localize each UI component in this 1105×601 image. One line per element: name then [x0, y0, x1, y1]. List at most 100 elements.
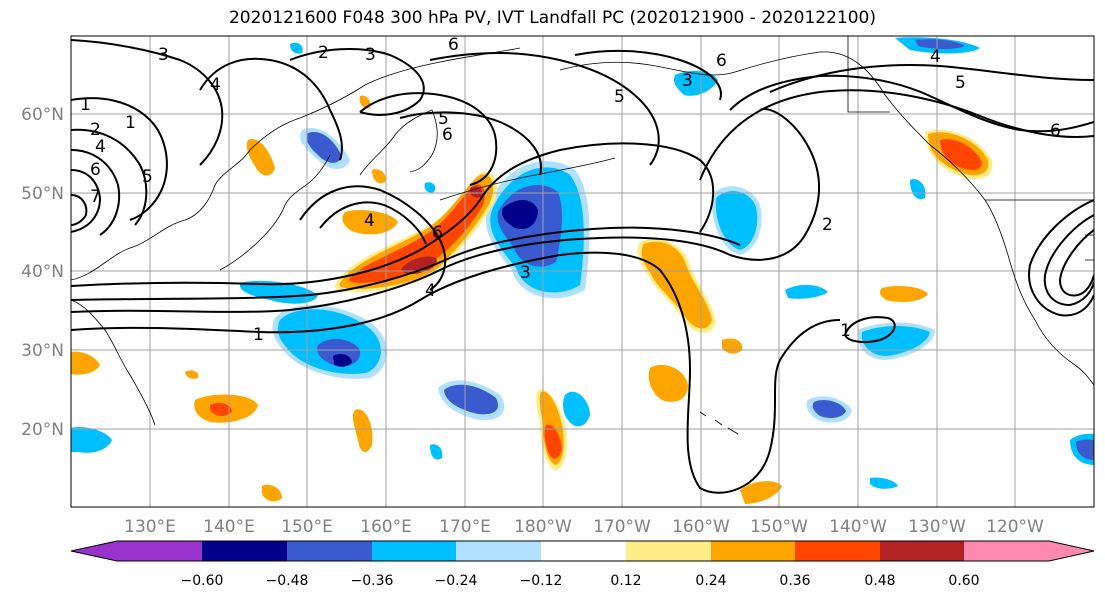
neg-region — [71, 427, 112, 453]
lat-label: 60°N — [21, 105, 64, 125]
neg-region — [444, 384, 498, 415]
coastline-north-america — [984, 199, 1094, 386]
contour-label: 1 — [840, 321, 851, 341]
lon-label: 160°E — [360, 517, 412, 537]
pv-contour — [71, 149, 120, 236]
neg-region — [861, 326, 930, 356]
contour-label: 6 — [448, 35, 459, 55]
contour-label: 5 — [438, 109, 449, 129]
contour-label: 7 — [90, 187, 101, 207]
contour-label: 5 — [142, 167, 153, 187]
pv-contour — [1028, 199, 1094, 317]
contour-label: 3 — [365, 45, 376, 65]
lat-label: 50°N — [21, 184, 64, 204]
coastline-alaska — [559, 51, 986, 201]
pos-region — [372, 169, 386, 184]
pos-region — [210, 403, 232, 416]
contour-label: 3 — [520, 263, 531, 283]
pv-contour — [71, 169, 102, 233]
pv-contour — [399, 111, 542, 176]
lat-label: 30°N — [21, 341, 64, 361]
map-frame — [70, 35, 1095, 508]
colorbar-tick-label: −0.12 — [520, 573, 563, 589]
contour-label: 2 — [318, 43, 329, 63]
pos-region — [648, 364, 688, 402]
pos-region — [722, 338, 743, 354]
colorbar: −0.60 −0.48 −0.36 −0.24 −0.12 0.12 0.24 … — [70, 540, 1095, 589]
pos-region — [246, 139, 275, 176]
contour-label: 6 — [432, 223, 443, 243]
pv-contour-labels: 1 2 3 4 5 6 7 1 2 3 4 5 6 4 6 3 4 1 2 1 … — [80, 35, 1061, 345]
contour-label: 6 — [442, 125, 453, 145]
contour-label: 6 — [716, 51, 727, 71]
coastline-us-border — [847, 36, 1094, 261]
pv-contour — [71, 194, 88, 226]
neg-region — [502, 200, 538, 230]
coastline-kamchatka — [359, 109, 438, 176]
neg-region — [430, 444, 443, 460]
pos-region — [544, 424, 562, 459]
map-title: 2020121600 F048 300 hPa PV, IVT Landfall… — [228, 8, 876, 28]
lon-label: 120°W — [986, 517, 1044, 537]
longitude-labels: 130°E 140°E 150°E 160°E 170°E 180°W 170°… — [124, 517, 1044, 537]
neg-region — [715, 191, 758, 250]
neg-region — [915, 39, 965, 49]
contour-label: 2 — [90, 120, 101, 140]
colorbar-tick-label: −0.48 — [266, 573, 309, 589]
pos-region — [469, 186, 483, 198]
pos-region — [262, 484, 282, 502]
pv-contour — [574, 49, 722, 101]
pv-contour — [289, 48, 425, 116]
contour-label: 4 — [210, 75, 221, 95]
pos-region — [342, 210, 398, 235]
lon-label: 160°W — [672, 517, 730, 537]
latitude-labels: 60°N 50°N 40°N 30°N 20°N — [21, 105, 64, 440]
colorbar-tick-label: 0.12 — [610, 573, 641, 589]
colorbar-tick-label: 0.48 — [864, 573, 895, 589]
pv-contour — [71, 142, 715, 287]
coastline-aleutians — [439, 157, 616, 201]
colorbar-tick-label: 0.36 — [779, 573, 810, 589]
coastline-hawaii — [699, 411, 739, 435]
pv-contour — [71, 251, 841, 494]
contour-label: 3 — [158, 45, 169, 65]
pv-contour — [71, 128, 148, 226]
neg-region — [333, 354, 352, 367]
pv-contour — [1058, 229, 1094, 297]
coastlines — [71, 36, 1094, 435]
contour-label: 3 — [682, 71, 693, 91]
graticule — [71, 36, 1094, 507]
contour-label: 2 — [822, 215, 833, 235]
ivt-shading — [71, 37, 1094, 504]
pv-contour — [319, 201, 427, 245]
contour-label: 4 — [364, 211, 375, 231]
lon-label: 170°W — [593, 517, 651, 537]
colorbar-swatch — [711, 541, 795, 561]
lon-label: 150°E — [281, 517, 333, 537]
pos-region — [401, 256, 437, 274]
pv-contour — [71, 97, 168, 221]
pos-region — [352, 409, 373, 452]
colorbar-swatch — [202, 541, 287, 561]
contour-label: 5 — [614, 87, 625, 107]
contour-label: 4 — [95, 137, 106, 157]
lon-label: 170°E — [439, 517, 491, 537]
colorbar-tick-label: −0.60 — [181, 573, 224, 589]
lon-label: 180°W — [514, 517, 572, 537]
pv-contour — [1043, 214, 1094, 307]
contour-label: 4 — [930, 47, 941, 67]
pv-contour — [71, 226, 741, 301]
colorbar-tick-label: −0.36 — [351, 573, 394, 589]
pv-contour — [729, 74, 1094, 133]
neg-region — [563, 391, 590, 427]
lon-label: 130°E — [124, 517, 176, 537]
colorbar-tick-label: 0.24 — [695, 573, 726, 589]
neg-region — [306, 131, 342, 163]
lon-label: 140°W — [829, 517, 887, 537]
pv-contour — [699, 89, 1094, 181]
pos-region — [185, 370, 199, 379]
pos-region — [940, 139, 982, 170]
pv-contour — [843, 316, 896, 344]
lat-label: 40°N — [21, 262, 64, 282]
